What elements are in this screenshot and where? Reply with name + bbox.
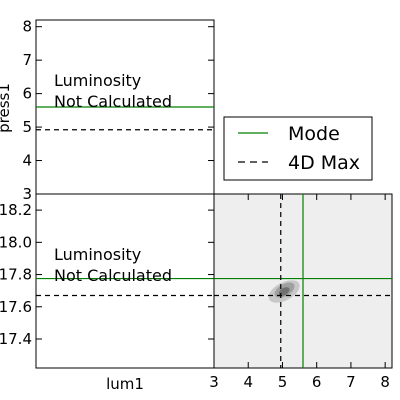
legend-mode-label: Mode: [288, 123, 340, 145]
contour-inner: [278, 287, 290, 296]
ylabel-top-left: press1: [0, 83, 13, 133]
bottom-left-ytick-label: 17.6: [0, 298, 32, 316]
legend-frame: [223, 116, 373, 181]
bottom-left-ytick-label: 18.0: [0, 233, 32, 251]
annotation-top-left-line2: Not Calculated: [54, 92, 172, 111]
annotation-bottom-left-line2: Not Calculated: [54, 266, 172, 285]
legend: Mode 4D Max: [223, 116, 373, 181]
top-left-ytick-label: 3: [22, 185, 32, 203]
bottom-left-ytick-label: 18.2: [0, 201, 32, 219]
bottom-right-xtick-label: 7: [346, 373, 356, 391]
bottom-right-xtick-label: 6: [312, 373, 322, 391]
top-left-ytick-label: 4: [22, 152, 32, 170]
bottom-right-xtick-label: 4: [243, 373, 253, 391]
annotation-bottom-left-line1: Luminosity: [54, 245, 141, 264]
panel-bottom-right: 3 4 5 6 7 8: [209, 193, 393, 391]
top-left-ytick-label: 7: [22, 51, 32, 69]
bottom-left-ytick-label: 17.8: [0, 266, 32, 284]
panel-bottom-left: 17.4 17.6 17.8 18.0 18.2 lum1 Luminosity Not…: [0, 193, 215, 393]
bottom-right-xtick-label: 8: [380, 373, 390, 391]
bottom-right-xtick-label: 3: [209, 373, 219, 391]
xlabel-bottom-left: lum1: [106, 375, 144, 393]
top-left-ytick-label: 8: [22, 18, 32, 36]
top-left-ytick-label: 5: [22, 118, 32, 136]
panel-top-left: 3 4 5 6 7 8 press1 Luminosity Not Calculated: [0, 18, 215, 203]
legend-4dmax-label: 4D Max: [288, 152, 360, 174]
bottom-left-ytick-label: 17.4: [0, 330, 32, 348]
annotation-top-left-line1: Luminosity: [54, 71, 141, 90]
bottom-right-xtick-label: 5: [278, 373, 288, 391]
top-left-ytick-label: 6: [22, 85, 32, 103]
